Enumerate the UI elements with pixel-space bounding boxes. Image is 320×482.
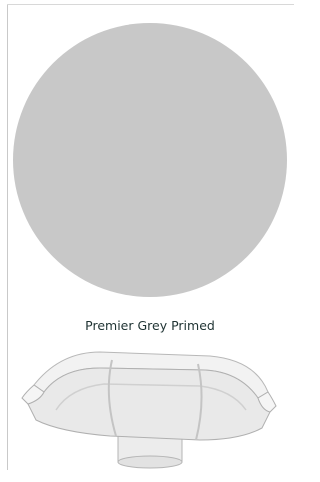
swatch-card: Premier Grey Primed <box>0 0 294 482</box>
product-image[interactable] <box>22 352 276 468</box>
swatch-label: Premier Grey Primed <box>85 318 215 333</box>
page: Premier Grey Primed (() => { const data … <box>0 0 294 482</box>
color-swatch[interactable] <box>13 23 287 297</box>
